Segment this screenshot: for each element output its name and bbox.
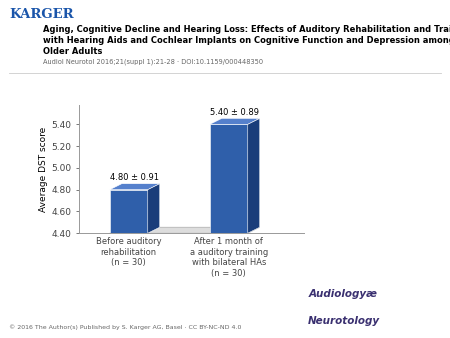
Text: with Hearing Aids and Cochlear Implants on Cognitive Function and Depression amo: with Hearing Aids and Cochlear Implants … <box>43 36 450 45</box>
Polygon shape <box>110 190 148 233</box>
Text: Audiol Neurotol 2016;21(suppl 1):21-28 · DOI:10.1159/000448350: Audiol Neurotol 2016;21(suppl 1):21-28 ·… <box>43 58 263 65</box>
Polygon shape <box>248 118 260 233</box>
Text: Audiologyæ: Audiologyæ <box>308 289 377 299</box>
Polygon shape <box>210 124 248 233</box>
Polygon shape <box>110 227 260 233</box>
Text: 5.40 ± 0.89: 5.40 ± 0.89 <box>210 108 259 117</box>
Text: KARGER: KARGER <box>9 8 74 21</box>
Text: Older Adults: Older Adults <box>43 47 102 56</box>
Text: © 2016 The Author(s) Published by S. Karger AG, Basel · CC BY-NC-ND 4.0: © 2016 The Author(s) Published by S. Kar… <box>9 324 241 330</box>
Polygon shape <box>110 184 160 190</box>
Polygon shape <box>148 184 160 233</box>
Text: 4.80 ± 0.91: 4.80 ± 0.91 <box>110 173 159 182</box>
Y-axis label: Average DST score: Average DST score <box>39 126 48 212</box>
Text: Neurotology: Neurotology <box>308 316 380 326</box>
Text: Aging, Cognitive Decline and Hearing Loss: Effects of Auditory Rehabilitation an: Aging, Cognitive Decline and Hearing Los… <box>43 25 450 34</box>
Polygon shape <box>210 118 260 124</box>
